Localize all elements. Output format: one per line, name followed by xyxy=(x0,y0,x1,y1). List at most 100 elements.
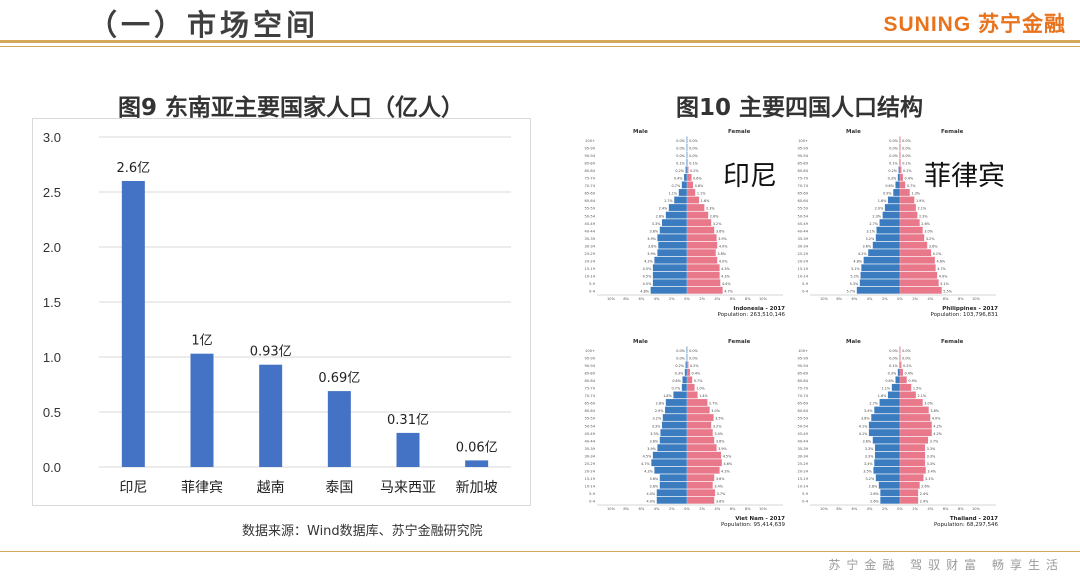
age-label: 85-89 xyxy=(585,372,596,376)
male-value-label: 3.6% xyxy=(650,477,659,481)
age-label: 70-74 xyxy=(585,394,596,398)
female-bar xyxy=(686,166,689,174)
male-value-label: 0.0% xyxy=(676,349,685,353)
x-tick-label: 4% xyxy=(928,507,934,511)
female-value-label: 4.1% xyxy=(933,252,942,256)
female-bar xyxy=(899,413,931,422)
female-value-label: 0.2% xyxy=(903,364,912,368)
female-bar xyxy=(686,211,709,219)
male-value-label: 3.3% xyxy=(865,447,874,451)
age-label: 100+ xyxy=(585,349,595,353)
female-label: Female xyxy=(941,339,964,345)
male-value-label: 2.0% xyxy=(875,207,884,211)
female-value-label: 4.7% xyxy=(937,267,946,271)
male-bar xyxy=(654,256,688,264)
male-bar xyxy=(876,226,901,234)
male-bar xyxy=(661,218,688,227)
male-value-label: 4.5% xyxy=(643,282,652,286)
data-label: 0.93亿 xyxy=(250,345,292,360)
male-value-label: 2.8% xyxy=(656,214,665,218)
x-tick-label: 马来西亚 xyxy=(380,480,436,496)
female-value-label: 0.9% xyxy=(908,379,917,383)
male-label: Male xyxy=(846,129,861,135)
bar-chart-panel: 0.0 0.5 1.0 1.5 2.0 2.5 3.0 2.6亿 印尼 1亿 菲律宾 0.93亿 越南 0… xyxy=(32,118,531,506)
age-label: 25-29 xyxy=(798,462,809,466)
female-bar xyxy=(899,136,901,144)
male-value-label: 3.9% xyxy=(647,447,656,451)
female-value-label: 1.6% xyxy=(701,199,710,203)
male-bar xyxy=(686,158,688,166)
male-value-label: 2.8% xyxy=(656,402,665,406)
male-bar xyxy=(657,234,688,242)
pyramid-label-philippines: 菲律宾 xyxy=(924,161,1005,192)
x-tick-label: 2% xyxy=(669,297,675,301)
country-name: Viet Nam - 2017 xyxy=(735,516,785,522)
age-label: 0-4 xyxy=(589,289,596,293)
male-value-label: 1.8% xyxy=(663,394,672,398)
age-label: 25-29 xyxy=(585,252,596,256)
age-label: 5-9 xyxy=(802,492,809,496)
female-bar xyxy=(899,279,939,287)
male-value-label: 0.3% xyxy=(675,372,684,376)
male-bar xyxy=(685,166,688,174)
female-bar xyxy=(899,489,919,497)
pyramid-chart-vietnam: Male Female 100+ 0.0% 0.0% 95-99 0.0% 0.0% 90-94… xyxy=(585,339,786,528)
data-label: 0.69亿 xyxy=(318,371,360,386)
bar xyxy=(396,432,420,467)
age-label: 50-54 xyxy=(798,214,809,218)
x-tick-label: 0% xyxy=(684,297,690,301)
x-tick-label: 2% xyxy=(699,507,705,511)
female-value-label: 4.2% xyxy=(933,424,942,428)
male-value-label: 0.0% xyxy=(676,154,685,158)
female-value-label: 3.8% xyxy=(930,409,939,413)
female-value-label: 0.0% xyxy=(689,139,698,143)
male-value-label: 3.6% xyxy=(863,244,872,248)
country-name: Indonesia - 2017 xyxy=(733,306,785,312)
female-value-label: 2.4% xyxy=(920,492,929,496)
male-bar xyxy=(659,481,688,489)
female-value-label: 5.1% xyxy=(940,282,949,286)
x-tick-label: 6% xyxy=(639,507,645,511)
female-value-label: 3.4% xyxy=(714,432,723,436)
female-value-label: 1.1% xyxy=(697,192,706,196)
male-bar xyxy=(873,466,901,474)
age-label: 40-44 xyxy=(798,229,809,233)
x-tick-label: 6% xyxy=(730,297,736,301)
male-bar xyxy=(859,279,901,287)
female-bar xyxy=(899,158,901,166)
data-label: 2.6亿 xyxy=(116,161,150,176)
female-value-label: 4.2% xyxy=(933,432,942,436)
male-value-label: 0.0% xyxy=(889,357,898,361)
male-bar xyxy=(673,196,688,204)
age-label: 70-74 xyxy=(798,394,809,398)
bar xyxy=(121,181,145,467)
female-bar xyxy=(686,474,715,482)
age-label: 10-14 xyxy=(585,484,596,488)
female-bar xyxy=(686,481,713,489)
male-value-label: 4.0% xyxy=(646,492,655,496)
x-tick-label: 2% xyxy=(882,507,888,511)
female-bar xyxy=(899,211,918,219)
female-bar xyxy=(899,271,938,279)
age-label: 20-24 xyxy=(585,259,596,263)
male-value-label: 3.3% xyxy=(652,424,661,428)
female-bar xyxy=(686,279,721,287)
female-value-label: 1.3% xyxy=(911,192,920,196)
female-bar xyxy=(686,383,695,392)
female-bar xyxy=(899,234,925,242)
male-value-label: 0.6% xyxy=(885,379,894,383)
female-bar xyxy=(899,203,917,212)
male-value-label: 0.0% xyxy=(676,357,685,361)
female-value-label: 3.5% xyxy=(715,417,724,421)
y-tick-label: 1.5 xyxy=(43,295,61,310)
y-tick-label: 2.5 xyxy=(43,185,61,200)
age-label: 70-74 xyxy=(585,184,596,188)
female-value-label: 0.8% xyxy=(695,184,704,188)
x-tick-label: 4% xyxy=(654,297,660,301)
female-value-label: 2.7% xyxy=(709,402,718,406)
age-label: 10-14 xyxy=(798,484,809,488)
age-label: 55-59 xyxy=(585,417,596,421)
male-value-label: 5.7% xyxy=(847,289,856,293)
male-value-label: 2.3% xyxy=(872,214,881,218)
male-bar xyxy=(681,181,688,189)
